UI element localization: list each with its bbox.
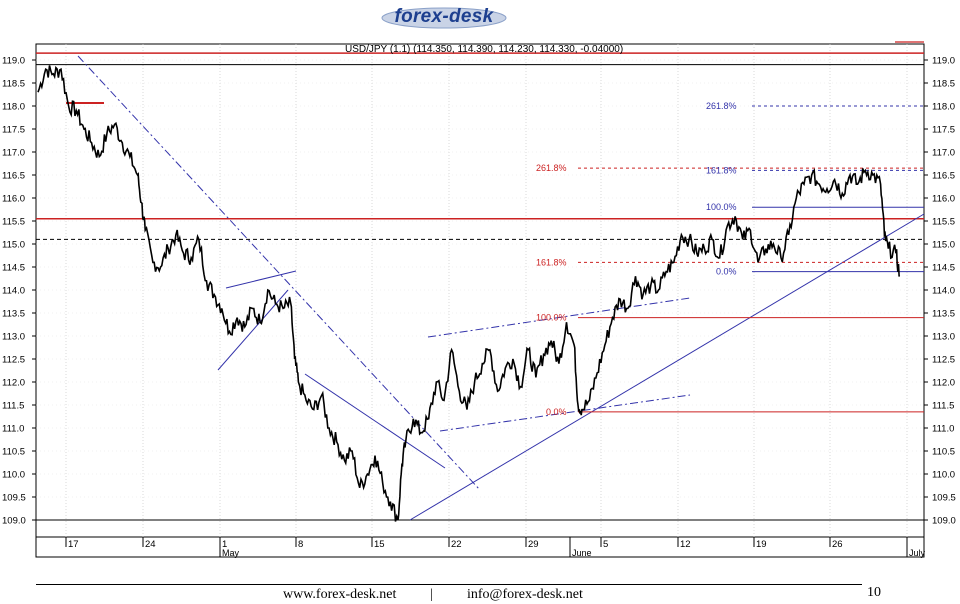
y-tick-label-left: 117.0 xyxy=(2,148,25,159)
y-tick-label-left: 112.0 xyxy=(2,378,25,389)
y-tick-label-right: 109.5 xyxy=(932,493,956,504)
chart-title: USD/JPY (1.1) (114.350, 114.390, 114.230… xyxy=(345,44,623,55)
y-tick-label-right: 117.5 xyxy=(932,125,955,136)
y-tick-label-left: 113.0 xyxy=(2,332,25,343)
x-tick-label: 29 xyxy=(528,539,539,550)
y-tick-label-right: 119.0 xyxy=(932,56,955,67)
fib-level-label: 161.8% xyxy=(536,257,567,267)
y-tick-label-right: 109.0 xyxy=(932,516,956,527)
month-label: July xyxy=(909,548,926,558)
y-tick-label-right: 115.0 xyxy=(932,240,955,251)
footer-separator: | xyxy=(430,587,433,602)
y-tick-label-left: 114.0 xyxy=(2,286,25,297)
y-tick-label-right: 118.0 xyxy=(932,102,955,113)
y-tick-label-right: 110.5 xyxy=(932,447,955,458)
fibonacci-levels: 261.8% 261.8% 161.8% 100.0% 161.8% 0.0% 100.0%… xyxy=(536,101,924,417)
x-tick-label: 8 xyxy=(298,539,303,550)
y-tick-label-right: 114.5 xyxy=(932,263,955,274)
horizontal-lines xyxy=(36,52,924,521)
y-tick-label-right: 116.0 xyxy=(932,194,955,205)
plot-frame xyxy=(35,43,925,538)
y-tick-label-left: 111.0 xyxy=(2,424,24,435)
x-tick-label: 12 xyxy=(680,539,691,550)
y-tick-label-right: 113.5 xyxy=(932,309,955,320)
footer-rule xyxy=(36,584,862,585)
fib-level-label: 261.8% xyxy=(706,101,737,111)
x-tick-label: 1 xyxy=(222,539,227,550)
grid xyxy=(36,44,924,537)
y-tick-label-left: 115.0 xyxy=(2,240,25,251)
y-axis-left: 119.0 118.5 118.0 117.5 117.0 116.5 116.0 115.5… xyxy=(2,56,36,527)
y-tick-label-left: 109.5 xyxy=(2,493,26,504)
y-tick-label-left: 119.0 xyxy=(2,56,25,67)
fib-level-label: 261.8% xyxy=(536,163,567,173)
y-tick-label-left: 118.0 xyxy=(2,102,25,113)
y-tick-label-right: 112.0 xyxy=(932,378,955,389)
channel-bottom-line xyxy=(439,394,691,432)
y-tick-label-right: 111.5 xyxy=(932,401,954,412)
fib-level-label: 161.8% xyxy=(706,165,737,175)
y-tick-label-right: 116.5 xyxy=(932,171,955,182)
month-label: May xyxy=(222,548,240,558)
footer-website-link[interactable]: www.forex-desk.net xyxy=(283,587,397,602)
footer-email-link[interactable]: info@forex-desk.net xyxy=(467,587,583,602)
trendlines xyxy=(66,55,925,521)
x-tick-label: 17 xyxy=(68,539,79,550)
x-tick-label: 15 xyxy=(374,539,385,550)
y-tick-label-left: 118.5 xyxy=(2,79,25,90)
y-tick-label-right: 117.0 xyxy=(932,148,955,159)
y-tick-label-left: 116.5 xyxy=(2,171,25,182)
y-tick-label-right: 114.0 xyxy=(932,286,955,297)
fib-level-label: 0.0% xyxy=(716,267,737,277)
x-axis: 17 24 1 8 15 22 29 5 12 19 26 May June July xyxy=(65,537,926,558)
x-tick-label: 19 xyxy=(756,539,767,550)
fib-level-label: 100.0% xyxy=(536,313,567,323)
y-tick-label-right: 113.0 xyxy=(932,332,955,343)
x-tick-label: 5 xyxy=(603,539,608,550)
y-tick-label-left: 113.5 xyxy=(2,309,25,320)
y-axis-right: 119.0 118.5 118.0 117.5 117.0 116.5 116.0 115.5… xyxy=(924,56,956,527)
descending-line xyxy=(304,373,446,469)
y-tick-label-left: 110.5 xyxy=(2,447,25,458)
wedge-upper-line xyxy=(225,270,297,289)
y-tick-label-right: 111.0 xyxy=(932,424,954,435)
y-tick-label-right: 115.5 xyxy=(932,217,955,228)
rising-support-line xyxy=(409,213,925,521)
y-tick-label-right: 110.0 xyxy=(932,470,955,481)
y-tick-label-left: 110.0 xyxy=(2,470,25,481)
fib-level-label: 100.0% xyxy=(706,202,737,212)
y-tick-label-right: 118.5 xyxy=(932,79,955,90)
channel-top-line xyxy=(427,297,691,338)
logo-text: forex-desk xyxy=(394,6,494,27)
x-tick-label: 26 xyxy=(832,539,843,550)
forex-desk-logo: forex-desk xyxy=(380,4,508,30)
y-tick-label-left: 116.0 xyxy=(2,194,25,205)
y-tick-label-left: 111.5 xyxy=(2,401,24,412)
fib-level-label: 0.0% xyxy=(546,407,567,417)
y-tick-label-left: 109.0 xyxy=(2,516,26,527)
y-tick-label-left: 114.5 xyxy=(2,263,25,274)
month-label: June xyxy=(572,548,592,558)
y-tick-label-left: 115.5 xyxy=(2,217,25,228)
y-tick-label-left: 117.5 xyxy=(2,125,25,136)
price-series-line xyxy=(37,65,901,522)
x-tick-label: 24 xyxy=(145,539,156,550)
downtrend-channel-line xyxy=(77,55,481,491)
y-tick-label-right: 112.5 xyxy=(932,355,955,366)
x-tick-label: 22 xyxy=(451,539,462,550)
page-number: 10 xyxy=(867,585,881,600)
x-axis-strip xyxy=(35,536,925,558)
logo-swoosh-icon xyxy=(381,7,507,29)
y-tick-label-left: 112.5 xyxy=(2,355,25,366)
